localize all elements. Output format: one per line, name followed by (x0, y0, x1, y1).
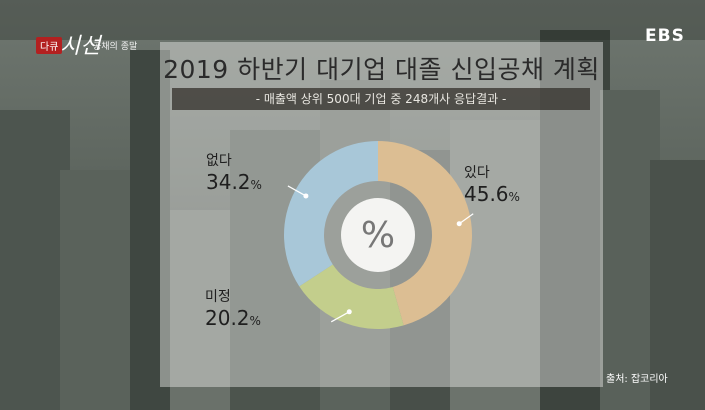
callout-line (458, 213, 474, 225)
subtitle-bar (172, 88, 590, 110)
donut-center (341, 198, 415, 272)
slice-no (283, 141, 378, 287)
slice-label-no: 없다 34.2% (206, 154, 262, 192)
slice-unit: % (508, 190, 520, 204)
source-credit: 출처: 잡코리아 (606, 374, 668, 385)
slice-value: 20.2 (205, 306, 250, 330)
slice-name: 있다 (464, 165, 490, 181)
slice-yes (378, 141, 472, 326)
program-tag: 다큐 (36, 37, 63, 54)
slice-value: 45.6 (464, 182, 509, 206)
slice-unit: % (249, 314, 261, 328)
slice-unit: % (250, 178, 262, 192)
callout-line (330, 311, 350, 323)
slice-label-yes: 있다 45.6% (464, 166, 520, 204)
chart-subtitle: - 매출액 상위 500대 기업 중 248개사 응답결과 - (255, 92, 507, 106)
callout-line (287, 185, 307, 197)
chart-title: 2019 하반기 대기업 대졸 신입공채 계획 (163, 55, 600, 84)
channel-logo: EBS (645, 26, 685, 46)
slice-name: 없다 (206, 153, 232, 169)
slice-value: 34.2 (206, 170, 251, 194)
program-logo: 시선 (60, 34, 101, 59)
slice-label-undecided: 미정 20.2% (205, 290, 261, 328)
slice-name: 미정 (205, 289, 231, 305)
episode-title: 공채의 종말 (93, 42, 138, 52)
center-percent-icon: % (361, 215, 395, 256)
slice-undecided (299, 264, 404, 329)
